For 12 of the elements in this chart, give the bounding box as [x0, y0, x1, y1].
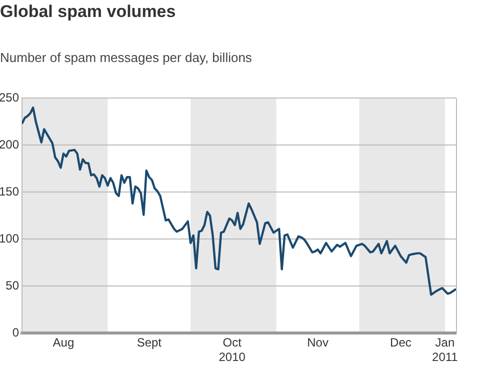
y-tick-label: 150: [0, 184, 20, 199]
x-tick-label: Dec: [390, 336, 412, 350]
x-tick-label: Jan 2011: [432, 336, 458, 364]
y-tick-label: 0: [12, 326, 20, 340]
y-tick-label: 100: [0, 232, 20, 246]
chart-subtitle: Number of spam messages per day, billions: [0, 50, 252, 65]
x-tick-label: Oct 2010: [218, 336, 246, 364]
y-tick-label: 50: [6, 278, 20, 293]
x-tick-label: Sept: [136, 336, 162, 350]
x-tick-label: Nov: [307, 336, 328, 350]
chart-title: Global spam volumes: [0, 2, 176, 22]
x-tick-label: Aug: [52, 336, 74, 350]
